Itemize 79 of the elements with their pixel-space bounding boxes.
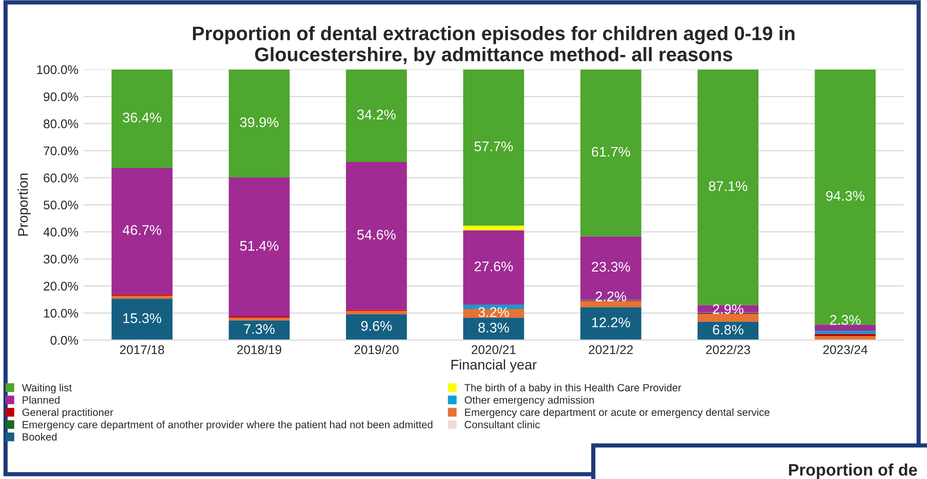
bar: [463, 304, 524, 309]
y-axis-title: Proportion: [18, 174, 31, 236]
legend-label: Other emergency admission: [464, 396, 594, 406]
x-tick-label: 2020/21: [472, 344, 516, 354]
bar: [463, 69, 524, 226]
data-label: 61.7%: [592, 146, 630, 157]
data-label: 46.7%: [122, 225, 162, 235]
y-tick-label: 90.0%: [44, 92, 78, 102]
data-label: 9.6%: [361, 320, 392, 331]
y-tick-label: 20.0%: [44, 282, 78, 291]
bar: [112, 69, 172, 168]
x-axis-title: Financial year: [452, 359, 537, 372]
bar: [346, 314, 407, 340]
y-tick-label: 70.0%: [44, 146, 78, 156]
x-tick-label: 2023/24: [823, 344, 868, 354]
legend-label: Waiting list: [22, 384, 72, 394]
bar: [112, 298, 172, 340]
legend-label: Emergency care department or acute or emergency dental service: [465, 408, 770, 418]
data-label: 3.2%: [478, 307, 509, 318]
data-label: 7.3%: [244, 324, 275, 334]
x-tick-label: 2022/23: [706, 344, 750, 354]
bar: [814, 69, 876, 325]
legend-label: General practitioner: [22, 408, 114, 418]
legend-label: Consultant clinic: [464, 420, 540, 428]
data-label: 34.2%: [357, 110, 396, 120]
y-tick-label: 30.0%: [44, 254, 78, 264]
bar: [346, 162, 407, 310]
x-tick-label: 2017/18: [120, 344, 164, 354]
text: Proportion of de: [789, 463, 917, 479]
bar: [112, 296, 172, 299]
bar: [228, 69, 290, 178]
legend-label: Booked: [22, 432, 57, 441]
bar: [346, 310, 407, 314]
data-label: 54.6%: [357, 230, 396, 240]
bar: [698, 69, 758, 306]
bar: [463, 230, 524, 305]
bar: [463, 318, 524, 340]
data-label: 87.1%: [708, 181, 748, 192]
data-label: 51.4%: [240, 240, 278, 251]
bar: [463, 226, 524, 230]
bar: [346, 69, 407, 162]
y-tick-label: 10.0%: [44, 308, 78, 318]
x-tick-label: 2019/20: [354, 344, 399, 354]
data-label: 94.3%: [826, 190, 864, 201]
y-tick-label: 40.0%: [43, 228, 78, 236]
legend-label: Emergency care department of another provider where the patient had not been admitted: [22, 420, 432, 430]
data-label: 2.9%: [712, 304, 744, 314]
data-label: 23.3%: [592, 262, 630, 272]
legend-label: Planned: [22, 396, 60, 404]
data-label: 27.6%: [474, 261, 513, 272]
bar: [698, 314, 758, 322]
x-tick-label: 2018/19: [237, 344, 282, 354]
bar: [580, 301, 642, 308]
x-tick-label: 2021/22: [588, 344, 633, 354]
y-tick-label: 80.0%: [44, 119, 78, 128]
data-label: 15.3%: [123, 313, 162, 324]
legend-label: The birth of a baby in this Health Care Provider: [464, 384, 682, 394]
data-label: 12.2%: [592, 317, 630, 328]
bar: [580, 69, 642, 236]
chart-title: Proportion of dental extraction episodes for children aged 0-19 in Gloucestershire, by admittance method- all reasons: [192, 26, 794, 66]
bar: [814, 324, 876, 331]
data-label: 6.8%: [712, 324, 744, 335]
bar: [228, 318, 290, 320]
y-tick-label: 60.0%: [44, 174, 78, 182]
bar: [112, 168, 172, 294]
data-label: 2.2%: [596, 291, 626, 302]
data-label: 36.4%: [122, 112, 162, 122]
bar: [814, 334, 876, 336]
bar: [228, 177, 290, 317]
y-tick-label: 100.0%: [37, 65, 78, 74]
bar: [580, 307, 642, 340]
data-label: 39.9%: [240, 117, 278, 128]
y-tick-label: 0.0%: [50, 336, 78, 345]
y-tick-label: 50.0%: [44, 200, 78, 210]
data-label: 2.3%: [830, 315, 861, 325]
data-label: 57.7%: [474, 141, 513, 152]
bar: [814, 330, 876, 334]
bar: [580, 236, 642, 300]
data-label: 8.3%: [478, 322, 509, 333]
